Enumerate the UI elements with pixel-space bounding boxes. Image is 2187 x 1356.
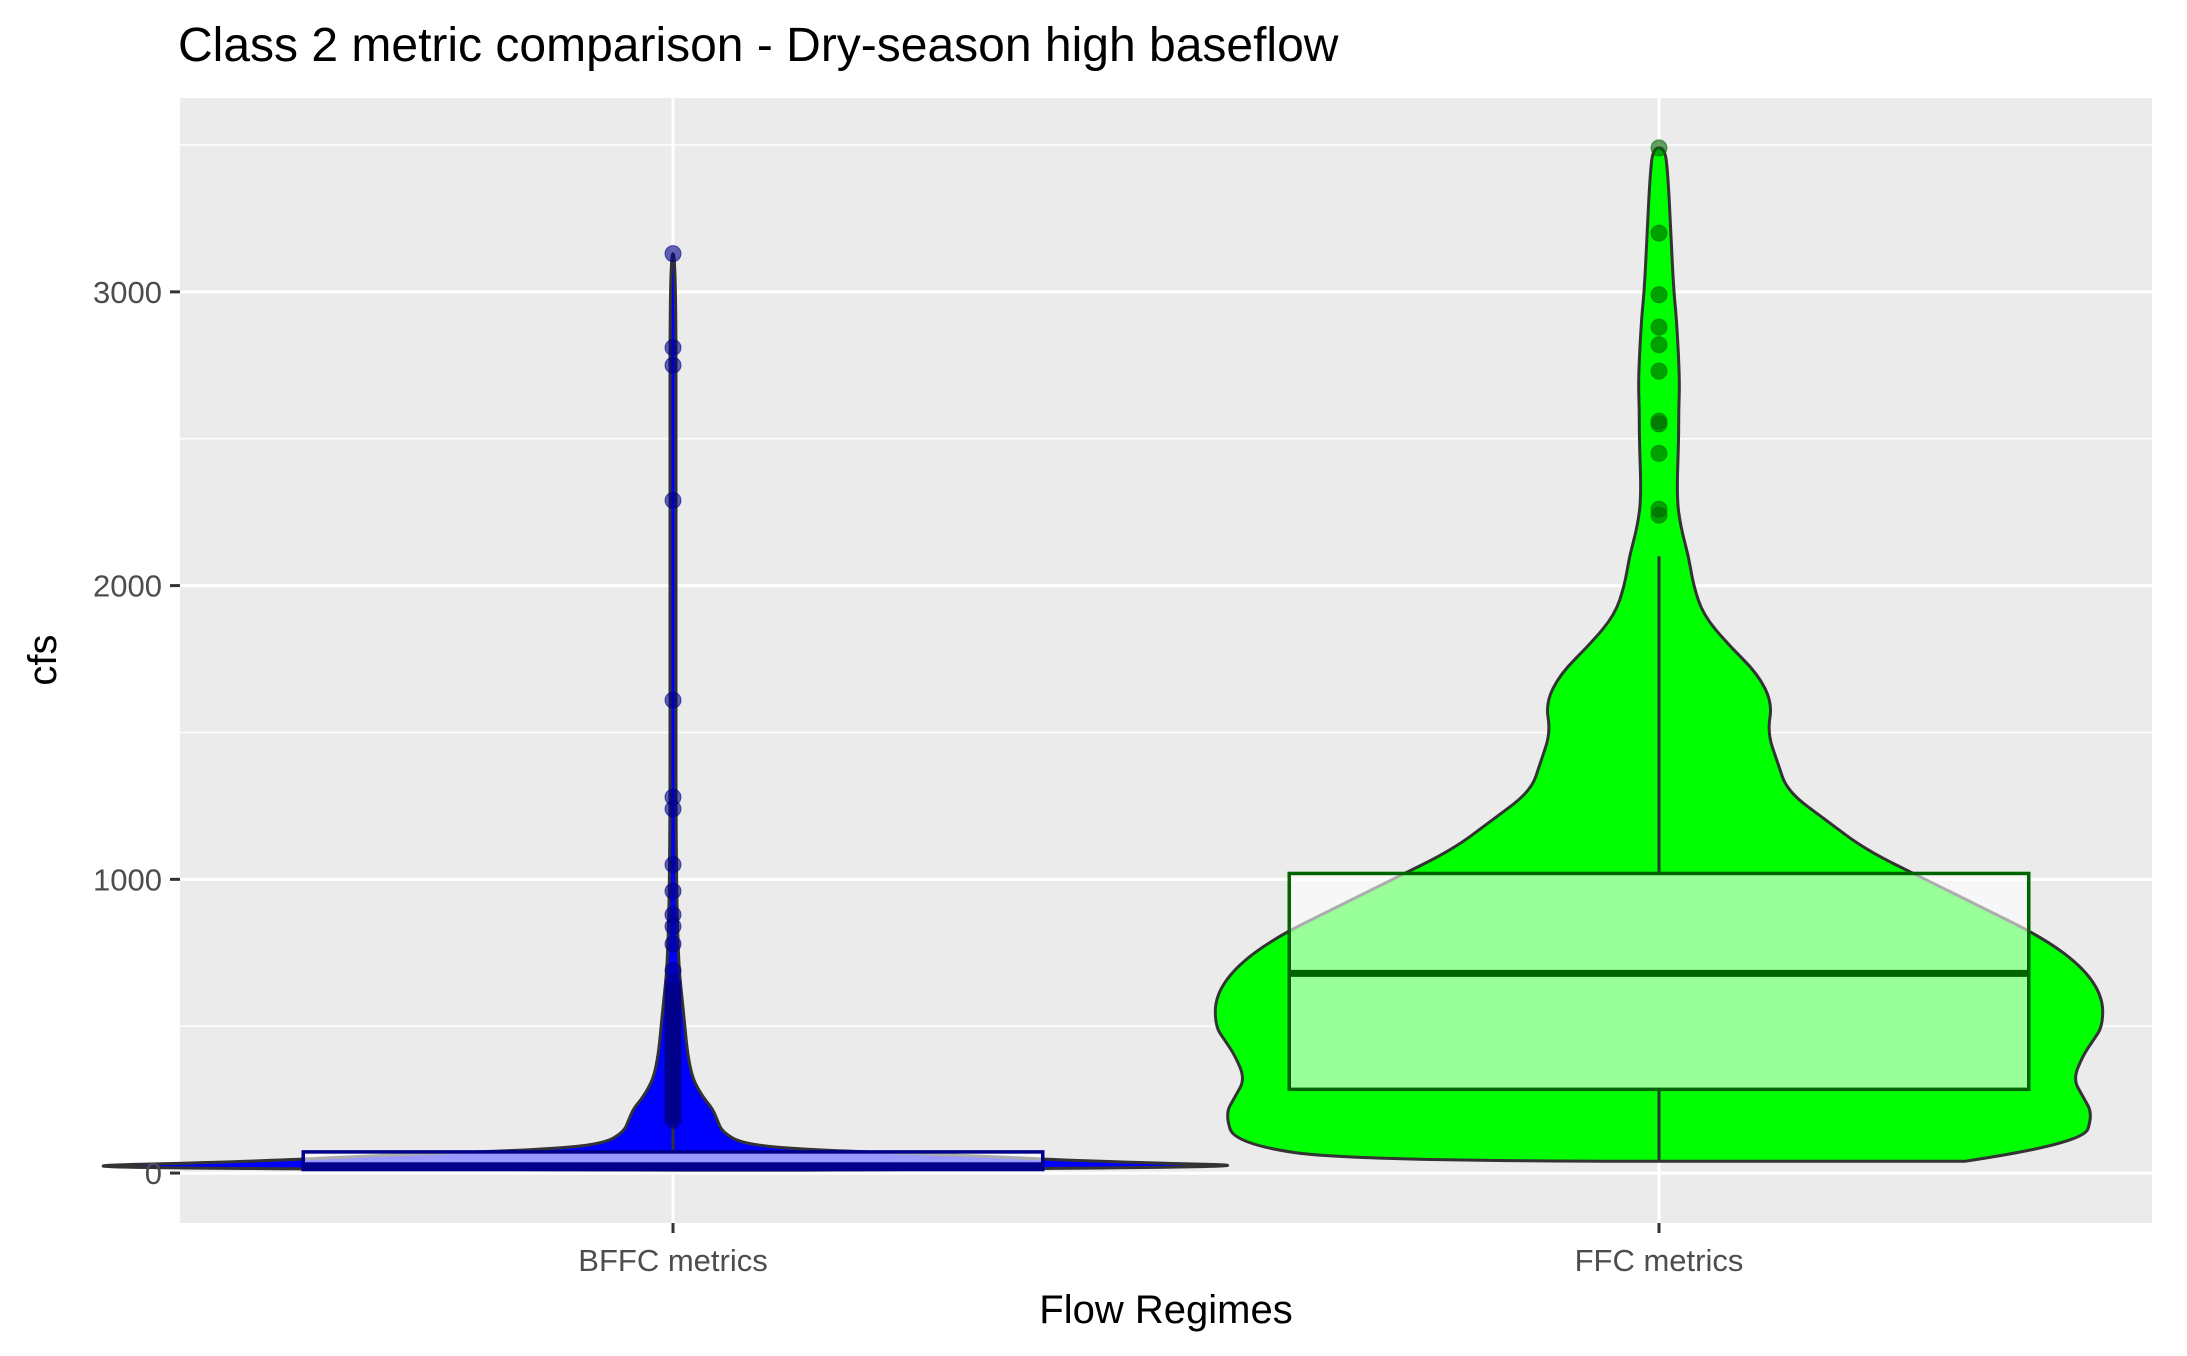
outlier-point-2 bbox=[1650, 224, 1668, 242]
outlier-point-2 bbox=[1650, 336, 1668, 354]
boxplots bbox=[301, 556, 2031, 1172]
x-tick-label: FFC metrics bbox=[1575, 1243, 1744, 1278]
outlier-point-1 bbox=[664, 961, 682, 979]
y-axis-label: cfs bbox=[21, 634, 65, 685]
y-tick-label: 3000 bbox=[93, 275, 162, 310]
x-axis: BFFC metrics FFC metrics bbox=[578, 1223, 1743, 1278]
outlier-point-1 bbox=[664, 882, 682, 900]
outlier-point-1 bbox=[664, 906, 682, 924]
outlier-point-1 bbox=[664, 491, 682, 509]
y-tick-label: 0 bbox=[145, 1156, 162, 1191]
outlier-points bbox=[664, 139, 1668, 1129]
outlier-point-2 bbox=[1650, 139, 1668, 157]
outlier-point-2 bbox=[1650, 444, 1668, 462]
outlier-point-1 bbox=[664, 788, 682, 806]
outlier-point-2 bbox=[1650, 412, 1668, 430]
outlier-point-1 bbox=[664, 856, 682, 874]
outlier-point-2 bbox=[1650, 500, 1668, 518]
box-2 bbox=[1287, 871, 2031, 1092]
outlier-point-1 bbox=[664, 691, 682, 709]
y-axis: 0 1000 2000 3000 bbox=[93, 275, 180, 1191]
x-axis-label: Flow Regimes bbox=[1039, 1288, 1292, 1332]
y-tick-label: 1000 bbox=[93, 862, 162, 897]
outlier-point-1 bbox=[664, 339, 682, 357]
outlier-point-2 bbox=[1650, 286, 1668, 304]
outlier-point-1 bbox=[664, 245, 682, 263]
chart-title: Class 2 metric comparison - Dry-season h… bbox=[178, 19, 1339, 72]
x-tick-label: BFFC metrics bbox=[578, 1243, 767, 1278]
outlier-point-2 bbox=[1650, 318, 1668, 336]
y-tick-label: 2000 bbox=[93, 569, 162, 604]
outlier-point-2 bbox=[1650, 362, 1668, 380]
outlier-point-1 bbox=[664, 935, 682, 953]
outlier-point-1 bbox=[664, 356, 682, 374]
